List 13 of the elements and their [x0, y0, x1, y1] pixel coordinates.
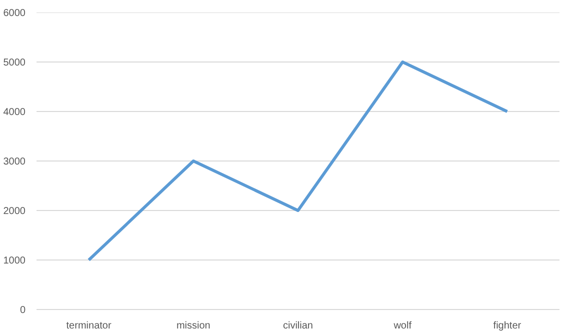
x-tick-label: mission	[176, 320, 210, 332]
x-tick-label: civilian	[282, 320, 314, 332]
x-tick-label: fighter	[493, 320, 522, 332]
y-tick-label: 4000	[3, 107, 26, 118]
y-tick-label: 6000	[3, 8, 26, 19]
y-tick-label: 1000	[3, 256, 26, 266]
x-tick-label: wolf	[392, 320, 412, 332]
line-series	[87, 60, 509, 262]
y-tick-label: 2000	[3, 206, 26, 217]
y-tick-label: 3000	[3, 156, 26, 168]
x-tick-label: terminator	[66, 320, 112, 332]
y-tick-label: 5000	[3, 58, 26, 68]
y-tick-label: 0	[20, 305, 26, 316]
